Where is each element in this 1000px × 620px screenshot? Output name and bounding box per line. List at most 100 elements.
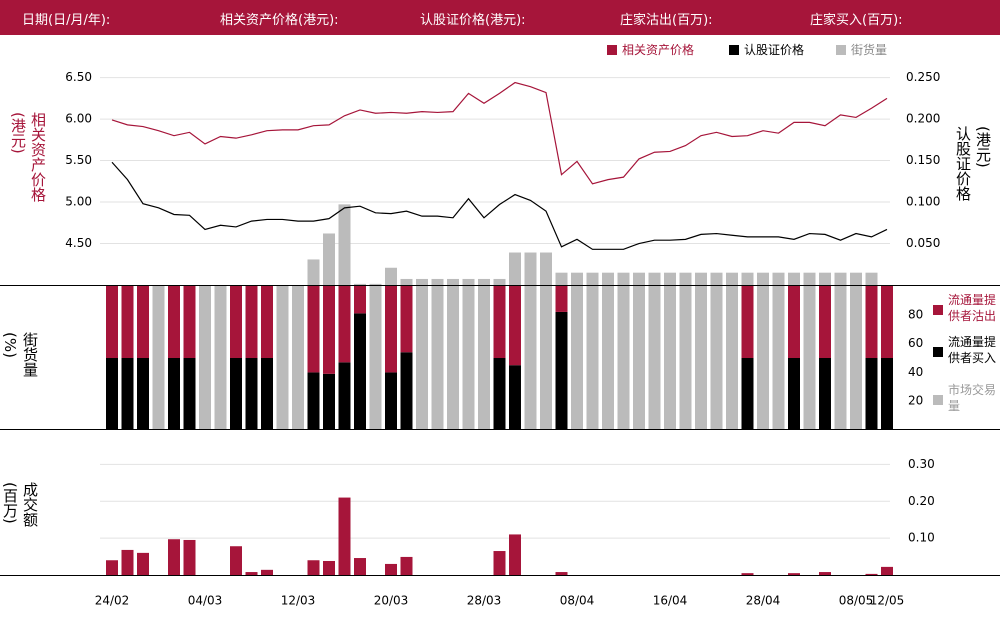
sell-bar	[106, 286, 118, 358]
turnover-bar	[106, 560, 118, 575]
street-volume-bar	[524, 252, 537, 285]
legend-label: 市场交易量	[948, 383, 997, 413]
x-tick-label: 08/05	[839, 594, 874, 608]
legend-label: 相关资产价格	[622, 43, 695, 57]
y2-tick-label: 0.050	[906, 236, 940, 250]
sell-bar	[865, 286, 878, 358]
street-volume-bar	[509, 252, 521, 285]
x-tick-label: 24/02	[95, 594, 130, 608]
street-volume-bar	[741, 272, 754, 285]
market-bar	[664, 286, 676, 430]
street-volume-bar	[757, 272, 769, 285]
sell-bar	[881, 286, 893, 358]
street-volume-bar	[369, 283, 382, 285]
x-tick-label: 16/04	[653, 594, 688, 608]
market-bar	[416, 286, 428, 430]
turnover-bar	[307, 560, 320, 575]
x-tick-label: 12/03	[281, 594, 316, 608]
market-bar	[199, 286, 211, 430]
market-bar	[369, 286, 382, 430]
turnover-bar	[230, 546, 242, 575]
turnover-bar	[121, 549, 134, 575]
sell-bar	[137, 286, 149, 358]
price-line	[111, 81, 888, 185]
x-tick-label: 28/03	[467, 594, 502, 608]
turnover-bar	[555, 572, 568, 575]
buy-bar	[183, 358, 196, 430]
buy-bar	[881, 358, 893, 430]
sell-bar	[338, 286, 351, 363]
legend-label: 认股证价格	[744, 43, 805, 57]
sell-bar	[509, 286, 521, 366]
street-volume-bar	[726, 272, 738, 285]
sell-bar	[741, 286, 754, 358]
buy-bar	[509, 365, 521, 430]
market-bar	[602, 286, 614, 430]
turnover-bar	[137, 552, 149, 575]
market-bar	[803, 286, 816, 430]
market-bar	[586, 286, 599, 430]
street-volume-bar	[307, 259, 320, 285]
market-bar	[648, 286, 661, 430]
x-tick-label: 08/04	[560, 594, 595, 608]
turnover-bar	[493, 551, 506, 575]
sell-bar	[555, 286, 568, 312]
street-volume-bar	[493, 278, 506, 285]
street-volume-bar	[416, 278, 428, 285]
buy-bar	[741, 358, 754, 430]
y-tick-label: 5.00	[65, 195, 92, 209]
market-bar	[772, 286, 785, 430]
turnover-bar	[261, 569, 273, 575]
street-volume-bar	[710, 272, 723, 285]
header-label: 庄家沽出(百万):	[620, 13, 713, 28]
legend-label: 街货量	[851, 43, 888, 57]
sell-bar	[354, 286, 366, 314]
y-tick-label: 40	[908, 365, 923, 379]
turnover-bar	[819, 572, 831, 575]
buy-bar	[245, 358, 258, 430]
y-tick-label: 80	[908, 307, 923, 321]
buy-bar	[385, 372, 397, 430]
street-volume-bar	[447, 278, 459, 285]
turnover-bar	[338, 497, 351, 575]
market-bar	[292, 286, 304, 430]
sell-bar	[307, 286, 320, 373]
street-volume-bar	[834, 272, 847, 285]
sell-bar	[245, 286, 258, 358]
turnover-bar	[183, 539, 196, 575]
turnover-bar	[354, 558, 366, 575]
turnover-bar	[385, 563, 397, 575]
legend-swatch	[836, 45, 846, 55]
street-volume-bar	[850, 272, 862, 285]
buy-bar	[555, 311, 568, 430]
market-bar	[617, 286, 630, 430]
sell-bar	[400, 286, 413, 353]
market-bar	[571, 286, 583, 430]
street-volume-bar	[664, 272, 676, 285]
legend-label: 流通量提供者沽出	[948, 293, 997, 323]
street-volume-bar	[679, 272, 692, 285]
market-bar	[447, 286, 459, 430]
price-line	[111, 161, 888, 250]
sell-bar	[385, 286, 397, 373]
street-volume-bar	[338, 204, 351, 285]
x-tick-label: 28/04	[746, 594, 781, 608]
market-bar	[850, 286, 862, 430]
street-volume-bar	[633, 272, 645, 285]
buy-bar	[323, 373, 335, 430]
y-axis-label: 成交额(百万)	[1, 482, 39, 527]
street-volume-bar	[431, 278, 444, 285]
buy-bar	[168, 358, 180, 430]
y-tick-label: 0.30	[908, 457, 935, 471]
buy-bar	[865, 358, 878, 430]
market-bar	[152, 286, 165, 430]
y2-tick-label: 0.100	[906, 195, 940, 209]
sell-bar	[183, 286, 196, 358]
legend-swatch	[933, 347, 943, 357]
buy-bar	[137, 358, 149, 430]
street-volume-bar	[695, 272, 707, 285]
street-volume-bar	[354, 283, 366, 285]
turnover-bar	[168, 539, 180, 575]
x-tick-label: 20/03	[374, 594, 409, 608]
market-bar	[431, 286, 444, 430]
